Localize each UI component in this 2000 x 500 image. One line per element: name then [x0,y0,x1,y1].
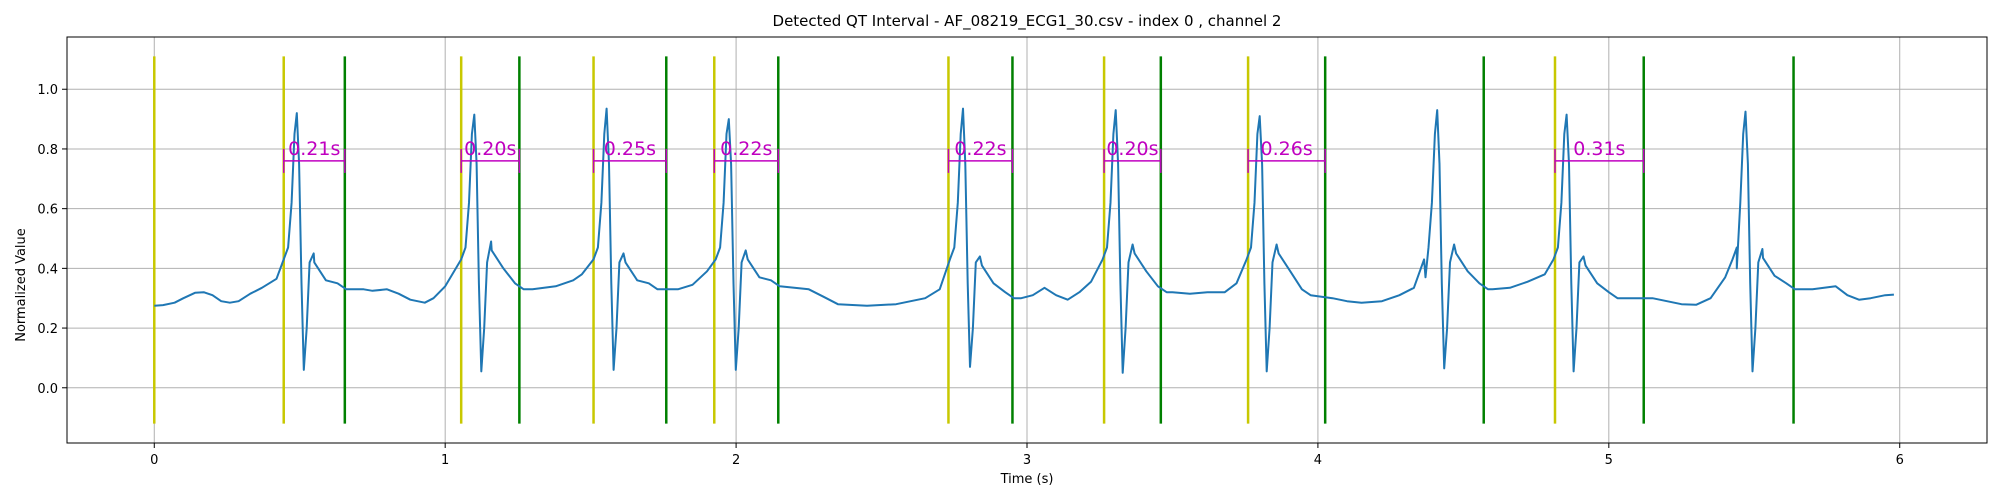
x-tick-label: 0 [150,453,158,468]
x-tick-label: 4 [1314,453,1322,468]
qt-interval-label: 0.26s [1261,138,1313,160]
x-tick-label: 2 [732,453,740,468]
qt-brackets: 0.21s 0.20s 0.25s 0.22s 0.22s 0.20s 0.26s 0.31s [282,138,1645,173]
x-tick-label: 6 [1896,453,1904,468]
qt-interval-label: 0.22s [720,138,772,160]
x-axis-label: Time (s) [1000,472,1054,487]
qt-interval-label: 0.20s [464,138,516,160]
y-tick-label: 0.4 [37,262,58,277]
chart-title: Detected QT Interval - AF_08219_ECG1_30.… [773,12,1282,31]
ecg-signal-line [154,107,1894,374]
y-tick-label: 0.6 [37,203,58,218]
y-tick-label: 0.2 [37,322,58,337]
ecg-series [154,107,1894,374]
axis-ticks: 0 1 2 3 4 5 6 0.0 0.2 0.4 0.6 0.8 1.0 [37,83,1904,468]
qt-interval-label: 0.31s [1573,138,1625,160]
x-tick-label: 5 [1605,453,1613,468]
x-tick-label: 1 [441,453,449,468]
y-tick-label: 0.8 [37,143,58,158]
y-tick-label: 0.0 [37,382,58,397]
qt-interval-label: 0.22s [954,138,1006,160]
qt-interval-label: 0.21s [288,138,340,160]
y-axis-label: Normalized Value [14,228,29,342]
qt-interval-label: 0.25s [604,138,656,160]
x-tick-label: 3 [1023,453,1031,468]
qt-markers [153,56,1795,424]
y-tick-label: 1.0 [37,83,58,98]
grid-lines [67,37,1987,443]
qt-interval-label: 0.20s [1106,138,1158,160]
